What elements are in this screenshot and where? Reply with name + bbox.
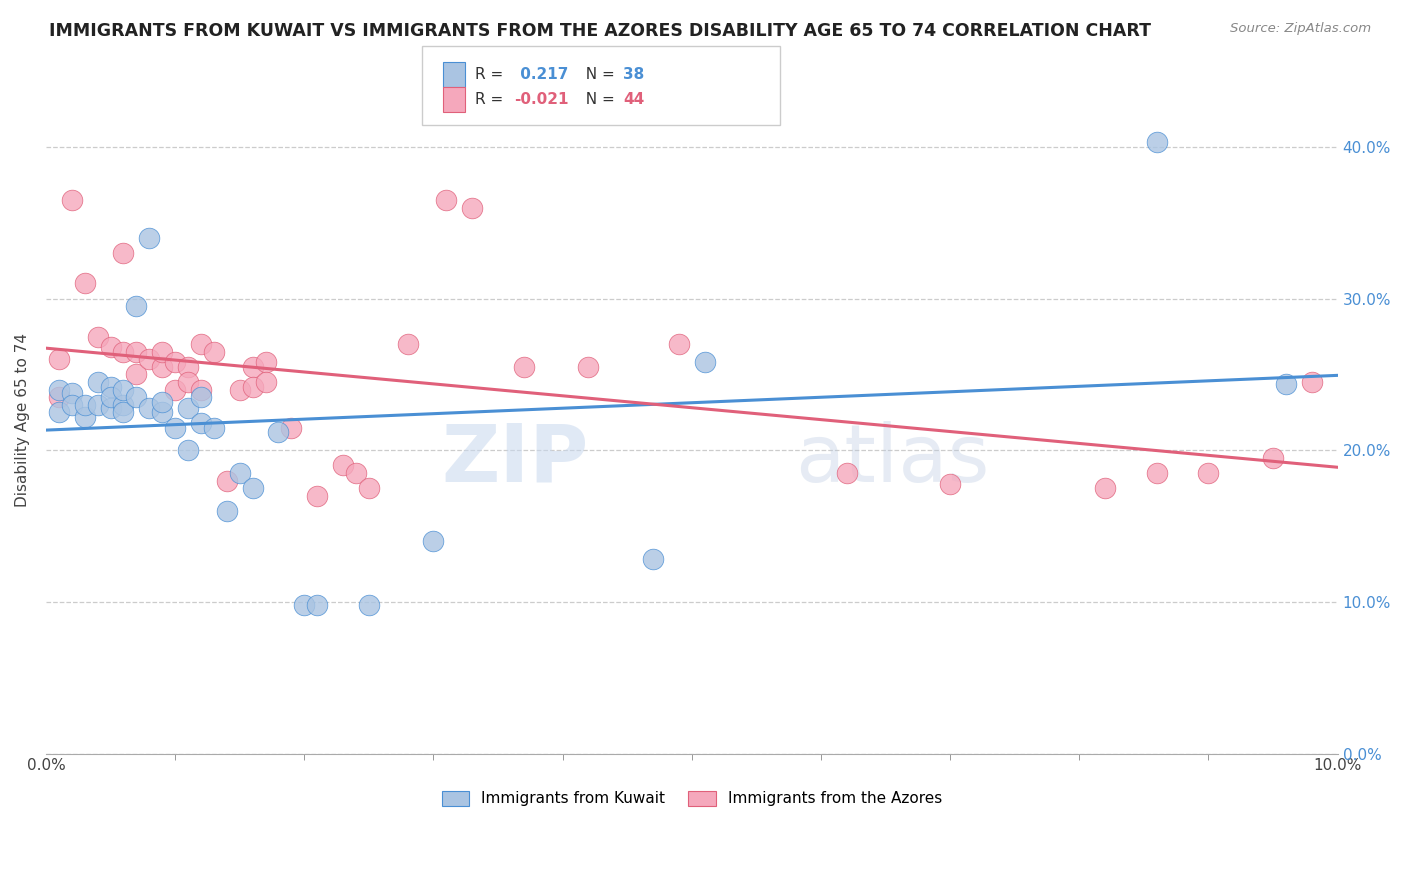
Point: [73, 277, 96, 291]
Point: [73, 398, 96, 412]
Point: [165, 355, 187, 369]
Point: [48, 352, 70, 367]
Point: [150, 359, 173, 374]
Point: [228, 466, 250, 480]
Point: [100, 390, 122, 404]
Point: [73, 409, 96, 424]
Point: [177, 443, 200, 458]
Point: [578, 359, 600, 374]
Point: [835, 466, 858, 480]
Point: [292, 598, 315, 612]
Y-axis label: Disability Age 65 to 74: Disability Age 65 to 74: [15, 333, 30, 507]
Point: [202, 420, 225, 434]
Point: [307, 489, 329, 503]
Point: [461, 201, 484, 215]
Point: [939, 476, 962, 491]
Point: [1146, 136, 1168, 150]
Point: [177, 375, 200, 389]
Point: [86, 398, 108, 412]
Point: [60, 398, 83, 412]
Point: [307, 598, 329, 612]
Point: [396, 337, 419, 351]
Point: [190, 337, 212, 351]
Point: [150, 344, 173, 359]
Point: [215, 504, 238, 518]
Point: [242, 379, 264, 393]
Point: [112, 405, 135, 419]
Point: [125, 368, 148, 382]
Point: [215, 474, 238, 488]
Point: [254, 375, 277, 389]
Point: [1198, 466, 1220, 480]
Point: [1094, 481, 1116, 495]
Point: [202, 344, 225, 359]
Text: R =: R =: [475, 67, 509, 81]
Text: -0.021: -0.021: [515, 92, 569, 106]
Point: [125, 390, 148, 404]
Point: [125, 299, 148, 313]
Point: [112, 246, 135, 260]
Text: 44: 44: [623, 92, 644, 106]
Point: [1275, 376, 1298, 391]
Point: [228, 383, 250, 397]
Point: [48, 405, 70, 419]
Text: atlas: atlas: [796, 421, 990, 499]
Point: [60, 385, 83, 400]
Point: [357, 598, 380, 612]
Point: [1301, 375, 1323, 389]
Point: [138, 231, 160, 245]
Point: [190, 383, 212, 397]
Point: [60, 193, 83, 207]
Point: [641, 552, 664, 566]
Point: [165, 383, 187, 397]
Point: [86, 375, 108, 389]
Point: [190, 390, 212, 404]
Point: [177, 359, 200, 374]
Point: [1261, 450, 1284, 465]
Point: [332, 458, 354, 473]
Point: [668, 337, 690, 351]
Point: [48, 383, 70, 397]
Point: [280, 420, 302, 434]
Point: [254, 355, 277, 369]
Point: [177, 401, 200, 415]
Point: [513, 359, 536, 374]
Text: 38: 38: [623, 67, 644, 81]
Point: [100, 340, 122, 354]
Text: N =: N =: [576, 92, 620, 106]
Point: [86, 329, 108, 343]
Point: [434, 193, 457, 207]
Text: R =: R =: [475, 92, 509, 106]
Point: [267, 425, 290, 439]
Point: [48, 390, 70, 404]
Text: ZIP: ZIP: [441, 421, 589, 499]
Point: [693, 355, 716, 369]
Point: [138, 352, 160, 367]
Point: [190, 416, 212, 430]
Point: [357, 481, 380, 495]
Text: 0.217: 0.217: [515, 67, 568, 81]
Point: [242, 359, 264, 374]
Point: [112, 398, 135, 412]
Point: [112, 383, 135, 397]
Point: [125, 344, 148, 359]
Point: [1146, 466, 1168, 480]
Point: [112, 344, 135, 359]
Point: [422, 534, 444, 549]
Point: [100, 379, 122, 393]
Legend: Immigrants from Kuwait, Immigrants from the Azores: Immigrants from Kuwait, Immigrants from …: [436, 785, 948, 813]
Point: [138, 401, 160, 415]
Point: [150, 405, 173, 419]
Point: [242, 481, 264, 495]
Text: IMMIGRANTS FROM KUWAIT VS IMMIGRANTS FROM THE AZORES DISABILITY AGE 65 TO 74 COR: IMMIGRANTS FROM KUWAIT VS IMMIGRANTS FRO…: [49, 22, 1152, 40]
Point: [100, 401, 122, 415]
Point: [344, 466, 367, 480]
Point: [150, 394, 173, 409]
Text: N =: N =: [576, 67, 620, 81]
Text: Source: ZipAtlas.com: Source: ZipAtlas.com: [1230, 22, 1371, 36]
Point: [165, 420, 187, 434]
